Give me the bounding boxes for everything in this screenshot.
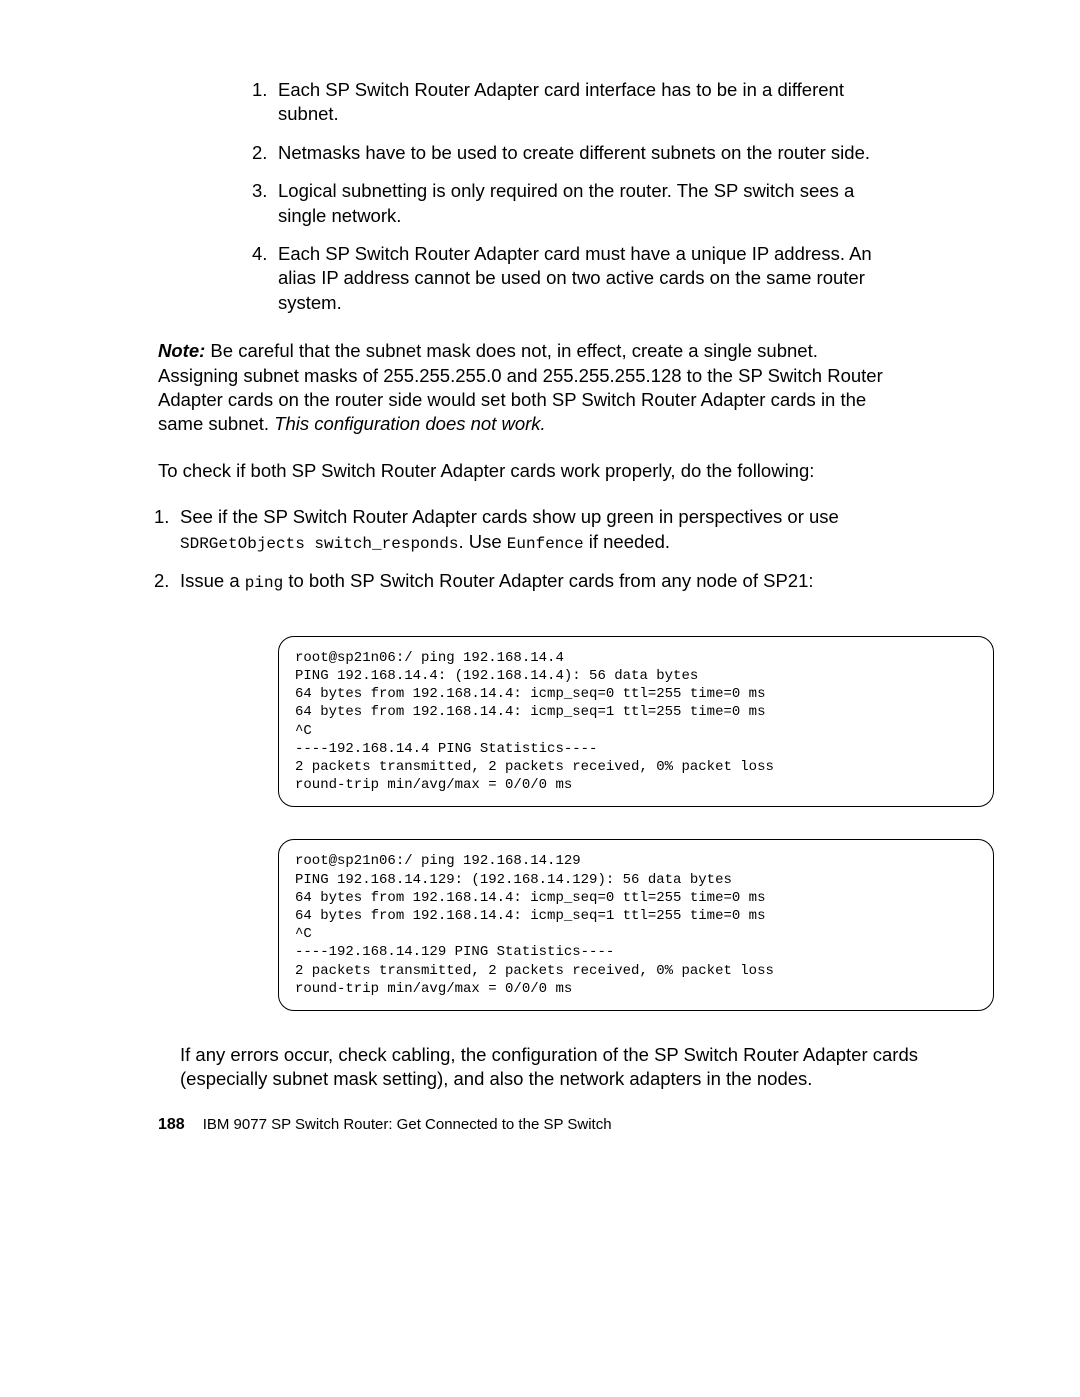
page: Each SP Switch Router Adapter card inter… — [0, 0, 1080, 1397]
list-item: Issue a ping to both SP Switch Router Ad… — [158, 569, 898, 594]
terminal-output-2: root@sp21n06:/ ping 192.168.14.129 PING … — [278, 839, 994, 1011]
text-run: See if the SP Switch Router Adapter card… — [180, 506, 839, 527]
list-item: Logical subnetting is only required on t… — [256, 179, 896, 228]
numbered-list-2: See if the SP Switch Router Adapter card… — [158, 505, 898, 594]
inline-command: SDRGetObjects switch_responds — [180, 535, 458, 553]
list-item: See if the SP Switch Router Adapter card… — [158, 505, 898, 555]
note-paragraph: Note: Be careful that the subnet mask do… — [158, 339, 898, 437]
list-item: Each SP Switch Router Adapter card must … — [256, 242, 896, 315]
terminal-output-1: root@sp21n06:/ ping 192.168.14.4 PING 19… — [278, 636, 994, 808]
page-number: 188 — [158, 1116, 185, 1133]
inline-command: Eunfence — [507, 535, 584, 553]
intro-paragraph: To check if both SP Switch Router Adapte… — [158, 459, 898, 483]
page-footer: 188 IBM 9077 SP Switch Router: Get Connec… — [158, 1117, 612, 1133]
inline-command: ping — [245, 574, 283, 592]
numbered-list-1: Each SP Switch Router Adapter card inter… — [256, 78, 896, 315]
closing-paragraph: If any errors occur, check cabling, the … — [180, 1043, 920, 1092]
note-italic-tail: This configuration does not work. — [274, 413, 545, 434]
content-area: Each SP Switch Router Adapter card inter… — [256, 78, 896, 1092]
text-run: . Use — [458, 531, 506, 552]
footer-title: IBM 9077 SP Switch Router: Get Connected… — [203, 1116, 612, 1133]
text-run: to both SP Switch Router Adapter cards f… — [283, 570, 813, 591]
note-label: Note: — [158, 340, 205, 361]
list-item: Each SP Switch Router Adapter card inter… — [256, 78, 896, 127]
text-run: if needed. — [584, 531, 670, 552]
list-item: Netmasks have to be used to create diffe… — [256, 141, 896, 165]
text-run: Issue a — [180, 570, 245, 591]
